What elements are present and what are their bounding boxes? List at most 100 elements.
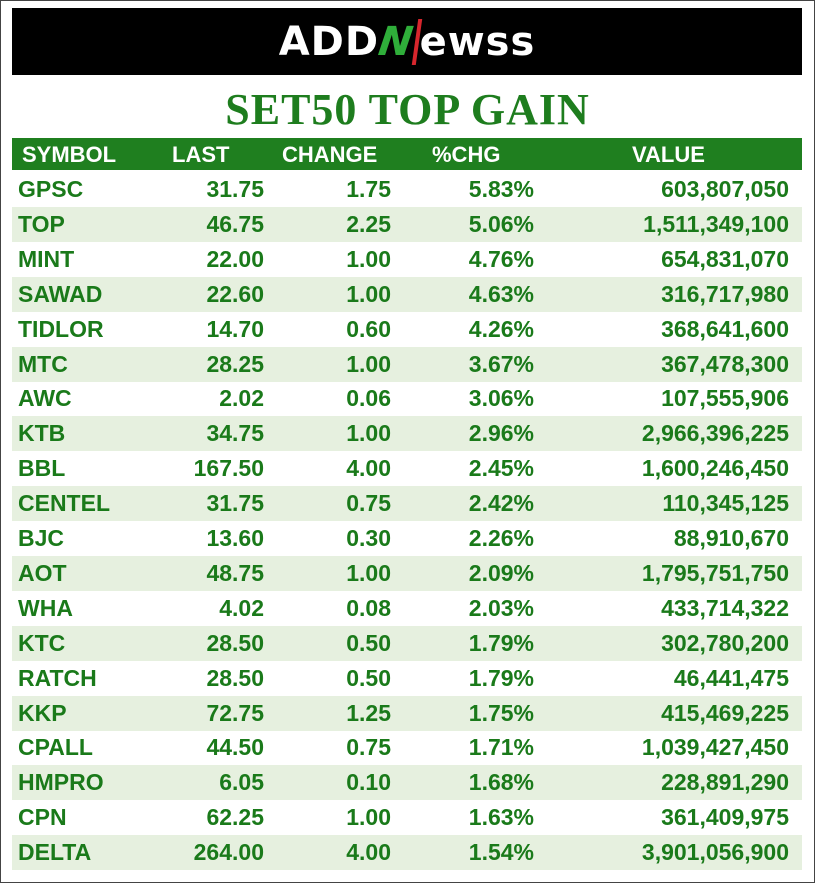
table-cell: 367,478,300 xyxy=(661,350,789,377)
table-row: MTC 28.25 1.00 3.67% 367,478,300 xyxy=(12,346,802,382)
table-cell: 88,910,670 xyxy=(673,525,789,551)
table-cell: 1.79% xyxy=(468,664,534,691)
table-cell: 46,441,475 xyxy=(673,664,789,691)
table-cell: 31.75 xyxy=(206,176,264,202)
table-cell: 22.60 xyxy=(206,280,264,307)
table-cell: 0.50 xyxy=(346,629,391,656)
table-row: BBL 167.50 4.00 2.45% 1,600,246,450 xyxy=(12,451,802,486)
table-cell: 44.50 xyxy=(206,734,264,761)
table-cell: KTB xyxy=(18,420,66,447)
table-cell: AOT xyxy=(18,559,67,586)
table-cell: 2.02 xyxy=(219,385,264,412)
table-cell: 0.10 xyxy=(346,769,391,796)
table-cell: 1.00 xyxy=(346,350,391,377)
table-row: GPSC 31.75 1.75 5.83% 603,807,050 xyxy=(12,172,802,207)
table-cell: 415,469,225 xyxy=(661,699,789,726)
table-cell: WHA xyxy=(18,594,73,621)
table-row: CPN 62.25 1.00 1.63% 361,409,975 xyxy=(12,800,802,835)
table-cell: 28.50 xyxy=(206,629,264,656)
table-cell: 1.00 xyxy=(346,559,391,586)
table-cell: 4.00 xyxy=(346,455,391,482)
table-cell: 2.03% xyxy=(468,594,534,621)
table-cell: 603,807,050 xyxy=(661,176,789,202)
table-cell: 1.00 xyxy=(346,804,391,831)
table-row: SAWAD 22.60 1.00 4.63% 316,717,980 xyxy=(12,276,802,312)
table-cell: CPN xyxy=(18,804,67,831)
table-row: AOT 48.75 1.00 2.09% 1,795,751,750 xyxy=(12,555,802,591)
table-cell: 1.63% xyxy=(468,804,534,831)
table-cell: 1.75 xyxy=(346,176,391,202)
table-cell: 654,831,070 xyxy=(661,245,789,272)
table-cell: 72.75 xyxy=(206,699,264,726)
table-cell: 14.70 xyxy=(206,315,264,342)
table-cell: 316,717,980 xyxy=(661,280,789,307)
table-cell: 1.00 xyxy=(346,245,391,272)
header-cell: VALUE xyxy=(632,142,705,167)
table-row: WHA 4.02 0.08 2.03% 433,714,322 xyxy=(12,591,802,626)
table-cell: KTC xyxy=(18,629,66,656)
table-cell: KKP xyxy=(18,699,67,726)
header-cell: %CHG xyxy=(432,142,501,167)
table-row: MINT 22.00 1.00 4.76% 654,831,070 xyxy=(12,242,802,277)
table-cell: DELTA xyxy=(18,839,92,866)
table-cell: 302,780,200 xyxy=(661,629,789,656)
table-row: KTB 34.75 1.00 2.96% 2,966,396,225 xyxy=(12,416,802,452)
table-cell: 5.06% xyxy=(468,210,534,237)
table-cell: 0.08 xyxy=(346,594,391,621)
table-cell: 3.06% xyxy=(468,385,534,412)
table-cell: 107,555,906 xyxy=(661,385,789,412)
table-cell: 1.68% xyxy=(468,769,534,796)
table-cell: SAWAD xyxy=(18,280,103,307)
table-cell: 4.63% xyxy=(468,280,534,307)
table-cell: 0.75 xyxy=(346,734,391,761)
table-row: TIDLOR 14.70 0.60 4.26% 368,641,600 xyxy=(12,312,802,347)
table-cell: 368,641,600 xyxy=(661,315,789,342)
table-cell: 1.25 xyxy=(346,699,391,726)
table-cell: 13.60 xyxy=(206,525,264,551)
table-cell: 3.67% xyxy=(468,350,534,377)
table-row: KTC 28.50 0.50 1.79% 302,780,200 xyxy=(12,625,802,661)
table-cell: TOP xyxy=(18,210,65,237)
table-cell: 1.00 xyxy=(346,420,391,447)
table-row: CENTEL 31.75 0.75 2.42% 110,345,125 xyxy=(12,486,802,522)
table-row: HMPRO 6.05 0.10 1.68% 228,891,290 xyxy=(12,765,802,801)
table-cell: 6.05 xyxy=(219,769,264,796)
table-cell: 1.75% xyxy=(468,699,534,726)
table-cell: RATCH xyxy=(18,664,97,691)
table-cell: 1,039,427,450 xyxy=(641,734,789,761)
table-cell: 2.96% xyxy=(468,420,534,447)
table-cell: 0.06 xyxy=(346,385,391,412)
table-cell: 2.26% xyxy=(468,525,534,551)
table-cell: 3,901,056,900 xyxy=(641,839,789,866)
table-cell: 4.76% xyxy=(468,245,534,272)
table-cell: 2.25 xyxy=(346,210,391,237)
table-row: KKP 72.75 1.25 1.75% 415,469,225 xyxy=(12,695,802,731)
table-cell: 5.83% xyxy=(468,176,534,202)
table-cell: 34.75 xyxy=(206,420,264,447)
table-cell: 1.79% xyxy=(468,629,534,656)
table-cell: BJC xyxy=(18,525,65,551)
table-cell: 1.54% xyxy=(468,839,534,866)
header-cell: SYMBOL xyxy=(22,142,117,167)
table-cell: 167.50 xyxy=(193,455,264,482)
header-row: SYMBOL LAST CHANGE %CHG VALUE xyxy=(12,138,802,170)
header-cell: LAST xyxy=(172,142,230,167)
table-cell: MINT xyxy=(18,245,75,272)
table-cell: 264.00 xyxy=(193,839,264,866)
table-cell: 1.71% xyxy=(468,734,534,761)
table-row: CPALL 44.50 0.75 1.71% 1,039,427,450 xyxy=(12,730,802,765)
logo-text: ADD xyxy=(278,18,380,65)
table-cell: 62.25 xyxy=(206,804,264,831)
table-cell: 4.00 xyxy=(346,839,391,866)
table-cell: 28.25 xyxy=(206,350,264,377)
table-row: DELTA 264.00 4.00 1.54% 3,901,056,900 xyxy=(12,835,802,871)
table-cell: CENTEL xyxy=(18,490,110,517)
header-cell: CHANGE xyxy=(282,142,378,167)
title: SET50 TOP GAIN xyxy=(225,85,590,134)
table-row: TOP 46.75 2.25 5.06% 1,511,349,100 xyxy=(12,206,802,242)
table-cell: 0.60 xyxy=(346,315,391,342)
logo-n: N xyxy=(375,18,423,65)
table-cell: 46.75 xyxy=(206,210,264,237)
table-cell: 2,966,396,225 xyxy=(641,420,789,447)
